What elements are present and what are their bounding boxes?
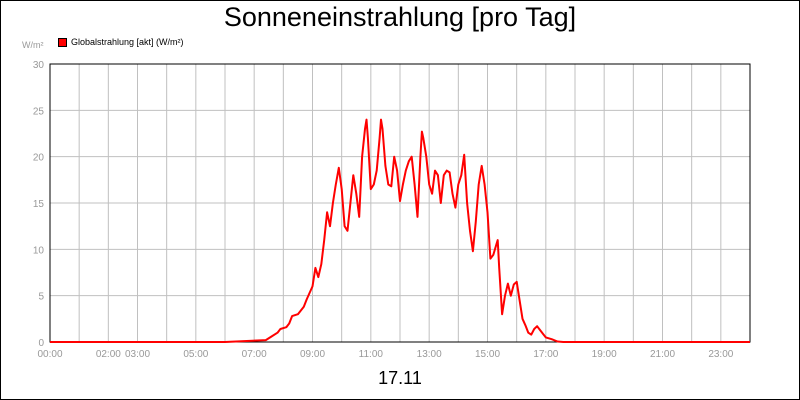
chart-legend: Globalstrahlung [akt] (W/m²) [58,37,184,47]
x-tick-label: 11:00 [359,349,384,360]
x-tick-label: 07:00 [242,349,267,360]
y-tick-label: 0 [38,338,44,349]
legend-swatch [58,37,67,47]
x-tick-label: 15:00 [475,349,500,360]
x-tick-label: 02:00 [96,349,121,360]
chart-title: Sonneneinstrahlung [pro Tag] [223,2,577,32]
x-tick-label: 21:00 [650,349,675,360]
x-tick-label: 09:00 [300,349,325,360]
y-tick-label: 30 [33,60,45,71]
y-tick-label: 20 [33,153,45,164]
y-tick-label: 15 [33,199,45,210]
x-axis-date-label: 17.11 [378,368,422,388]
x-tick-label: 05:00 [183,349,208,360]
plot-area-border [49,63,751,343]
legend-label: Globalstrahlung [akt] (W/m²) [71,37,184,47]
y-tick-label: 25 [33,106,45,117]
y-axis-unit-label: W/m² [22,40,44,50]
x-tick-label: 13:00 [417,349,442,360]
x-tick-label: 17:00 [533,349,558,360]
y-tick-label: 5 [38,292,44,303]
y-tick-label: 10 [33,245,45,256]
x-tick-label: 19:00 [592,349,617,360]
x-tick-label: 00:00 [37,349,62,360]
series-line [50,118,750,343]
x-tick-label: 03:00 [125,349,150,360]
x-tick-label: 23:00 [708,349,733,360]
